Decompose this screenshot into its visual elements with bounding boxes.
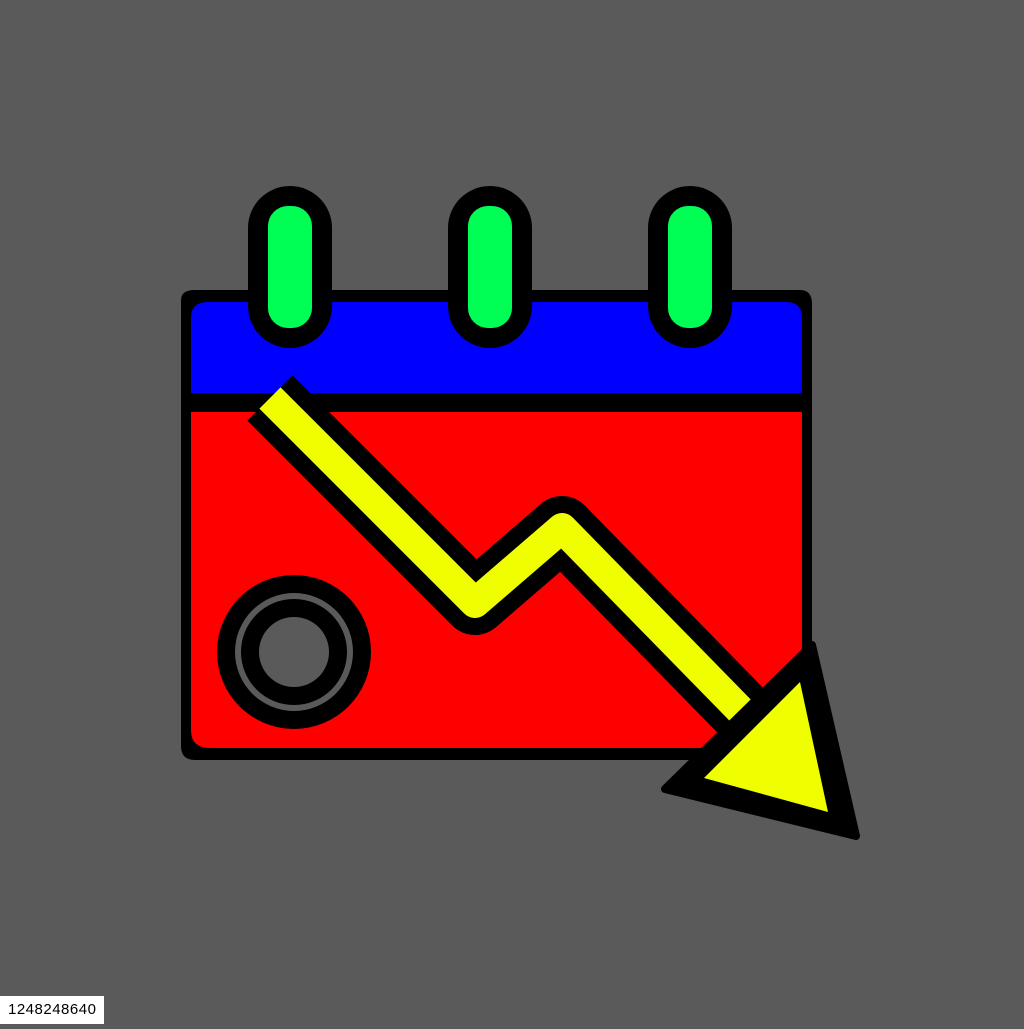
- binder-ring-right: [648, 186, 732, 348]
- record-button-icon: [217, 575, 371, 729]
- binder-ring-left: [248, 186, 332, 348]
- stock-id-label: 1248248640: [0, 996, 104, 1024]
- binder-ring-middle: [448, 186, 532, 348]
